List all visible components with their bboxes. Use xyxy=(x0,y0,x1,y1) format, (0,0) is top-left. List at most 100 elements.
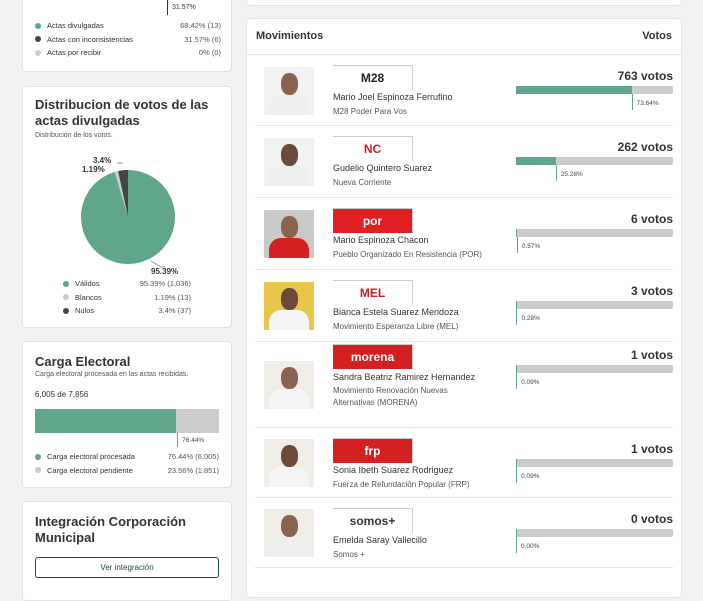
pie-slice-nulos xyxy=(118,170,128,217)
candidate-name: Emelda Saray Vallecillo xyxy=(333,535,427,545)
legend-label: Nulos xyxy=(75,306,95,316)
vote-bar-fill xyxy=(516,459,517,467)
vote-percent: 0.28% xyxy=(516,309,540,325)
vote-percent: 25.28% xyxy=(555,165,583,181)
legend-item: Nulos 3.4% (37) xyxy=(63,304,191,318)
legend-dot-icon xyxy=(63,307,69,314)
vote-percent: 0.00% xyxy=(516,537,539,553)
legend-value: 3.4% (37) xyxy=(158,306,191,316)
legend-item: Actas con inconsistencias 31.57% (6) xyxy=(35,33,221,47)
vote-percent: 0.09% xyxy=(516,467,540,483)
legend-value: 23.56% (1,851) xyxy=(167,465,219,475)
candidate-photo xyxy=(264,282,314,330)
vote-count: 3 votos xyxy=(630,284,673,298)
integracion-title: Integración Corporación Municipal xyxy=(35,514,186,545)
vote-bar-fill xyxy=(516,229,517,237)
party-logo: frp xyxy=(333,438,413,463)
carga-subtitle: Carga electoral procesada en las actas r… xyxy=(35,371,189,378)
legend-item: Blancos 1.19% (13) xyxy=(63,291,191,305)
candidate-row[interactable]: por Mario Espinoza Chacon Pueblo Organiz… xyxy=(255,198,673,270)
legend-value: 68.42% (13) xyxy=(180,21,221,31)
carga-pct-label: 76.44% xyxy=(177,433,204,447)
candidate-name: Mario Espinoza Chacon xyxy=(333,235,429,245)
party-logo: morena xyxy=(333,344,413,369)
label-validos: 95.39% xyxy=(151,267,179,276)
vote-bar xyxy=(516,229,673,237)
candidate-row[interactable]: NC Gudelio Quintero Suarez Nueva Corrien… xyxy=(255,126,673,198)
actas-card: 31.57% Actas divulgadas 68.42% (13) Actas … xyxy=(22,0,232,72)
legend-value: 0% (0) xyxy=(198,48,221,58)
legend-dot-icon xyxy=(35,453,41,460)
party-logo: M28 xyxy=(333,65,413,90)
legend-item: Actas por recibir 0% (0) xyxy=(35,46,221,60)
candidate-row[interactable]: morena Sandra Beatriz Ramirez Hernandez … xyxy=(255,342,673,428)
vote-bar xyxy=(516,157,673,165)
legend-dot-icon xyxy=(35,22,41,29)
legend-label: Actas por recibir xyxy=(47,48,102,58)
candidate-name: Mario Joel Espinoza Ferrufino xyxy=(333,92,453,102)
pie-slice-blancos xyxy=(114,171,128,217)
vote-bar-fill xyxy=(516,301,517,309)
vote-count: 763 votos xyxy=(617,69,673,83)
legend-value: 76.44% (6,005) xyxy=(167,452,219,462)
vote-bar xyxy=(516,529,673,537)
candidate-photo xyxy=(264,66,314,115)
integracion-card: Integración Corporación Municipal Ver in… xyxy=(22,501,232,601)
carga-count: 6,005 de 7,856 xyxy=(35,390,89,399)
label-blancos: 1.19% xyxy=(82,165,105,174)
vote-count: 6 votos xyxy=(630,212,673,226)
party-logo: NC xyxy=(333,136,413,161)
legend-dot-icon xyxy=(35,467,41,474)
candidate-name: Bianca Estela Suarez Mendoza xyxy=(333,307,459,317)
vote-bar xyxy=(516,301,673,309)
legend-dot-icon xyxy=(63,294,69,301)
vote-count: 262 votos xyxy=(617,140,673,154)
party-logo: MEL xyxy=(333,280,413,305)
legend-label: Carga electoral procesada xyxy=(47,452,135,462)
candidate-photo xyxy=(264,361,314,409)
carga-title: Carga Electoral xyxy=(35,354,131,369)
vote-count: 1 votos xyxy=(630,348,673,362)
party-logo: por xyxy=(333,208,413,233)
candidate-photo xyxy=(264,439,314,487)
party-name: Pueblo Organizado En Resistencia (POR) xyxy=(333,250,482,259)
legend-dot-icon xyxy=(35,36,41,43)
legend-value: 95.39% (1,036) xyxy=(139,279,191,289)
legend-label: Actas con inconsistencias xyxy=(47,34,133,44)
carga-bar xyxy=(35,409,219,433)
vote-bar xyxy=(516,86,673,94)
vote-bar-fill xyxy=(516,529,517,537)
legend-label: Carga electoral pendiente xyxy=(47,465,133,475)
votos-header: Votos xyxy=(642,30,672,42)
legend-item: Carga electoral procesada 76.44% (6,005) xyxy=(35,450,219,464)
legend-value: 31.57% (6) xyxy=(184,34,221,44)
distribucion-title: Distribucion de votos de las actas divul… xyxy=(35,97,209,128)
legend-dot-icon xyxy=(63,280,69,287)
legend-label: Actas divulgadas xyxy=(47,21,104,31)
legend-label: Válidos xyxy=(75,279,100,289)
ver-integracion-button[interactable]: Ver integración xyxy=(35,557,219,578)
vote-percent: 73.64% xyxy=(631,94,659,110)
legend-value: 1.19% (13) xyxy=(154,292,191,302)
candidate-row[interactable]: MEL Bianca Estela Suarez Mendoza Movimie… xyxy=(255,270,673,342)
label-nulos: 3.4% xyxy=(93,156,112,165)
party-logo: somos+ xyxy=(333,508,413,533)
candidate-name: Sandra Beatriz Ramirez Hernandez xyxy=(333,372,476,382)
candidate-row[interactable]: frp Sonia Ibeth Suarez Rodriguez Fuerza … xyxy=(255,428,673,498)
legend-dot-icon xyxy=(35,49,41,56)
party-name: Somos + xyxy=(333,550,365,559)
party-name: Fuerza de Refundación Popular (FRP) xyxy=(333,480,470,489)
candidate-row[interactable]: somos+ Emelda Saray Vallecillo Somos + 0… xyxy=(255,498,673,568)
distribucion-subtitle: Distribución de los votos. xyxy=(35,132,113,139)
actas-marker: 31.57% xyxy=(167,0,196,15)
vote-percent: 0.09% xyxy=(516,373,540,389)
carga-card: Carga Electoral Carga electoral procesad… xyxy=(22,341,232,488)
vote-bar xyxy=(516,365,673,373)
candidate-row[interactable]: M28 Mario Joel Espinoza Ferrufino M28 Po… xyxy=(255,55,673,126)
vote-percent: 0.57% xyxy=(516,237,540,253)
legend-item: Carga electoral pendiente 23.56% (1,851) xyxy=(35,464,219,478)
candidate-photo xyxy=(264,509,314,557)
distribucion-card: Distribucion de votos de las actas divul… xyxy=(22,86,232,328)
top-card xyxy=(246,0,682,6)
candidate-photo xyxy=(264,210,314,258)
